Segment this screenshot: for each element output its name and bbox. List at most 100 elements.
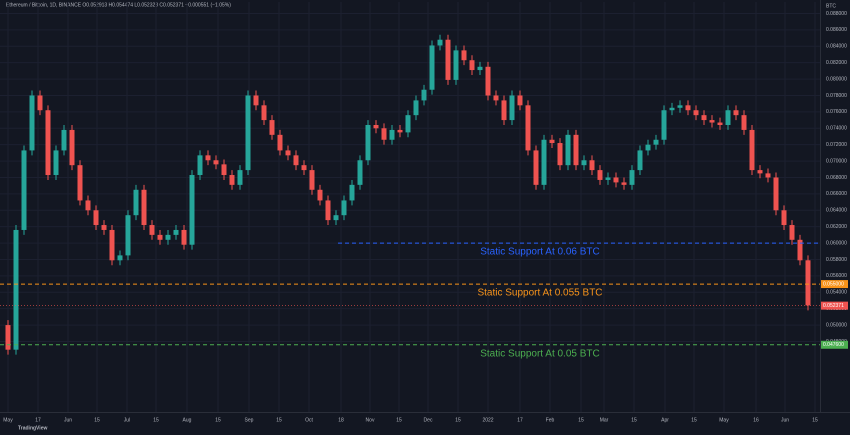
candle-body: [157, 234, 163, 240]
candle-body: [301, 165, 307, 171]
candle-body: [749, 129, 755, 171]
candle-body: [741, 115, 747, 130]
candle-body: [717, 122, 723, 125]
x-tick-label: Jun: [781, 417, 789, 423]
y-tick-label: 0.058000: [826, 257, 847, 263]
support-annotation: Static Support At 0.05 BTC: [480, 348, 600, 359]
y-tick-label: 0.050000: [826, 322, 847, 328]
candle-body: [77, 165, 83, 201]
candle-body: [237, 170, 243, 185]
y-tick-label: 0.082000: [826, 60, 847, 66]
support-annotation: Static Support At 0.06 BTC: [480, 247, 600, 258]
price-unit: BTC: [826, 3, 836, 9]
candle-body: [309, 170, 315, 190]
axes: 0.0480000.0500000.0520000.0540000.056000…: [3, 11, 848, 423]
candle-body: [365, 125, 371, 161]
candle-body: [173, 229, 179, 235]
candle-body: [69, 129, 75, 166]
candle-body: [613, 177, 619, 183]
y-tick-label: 0.084000: [826, 44, 847, 50]
x-tick-label: 15: [153, 417, 159, 423]
candle-body: [541, 139, 547, 185]
candle-body: [165, 234, 171, 240]
x-tick-label: May: [3, 417, 13, 423]
x-tick-label: 18: [338, 417, 344, 423]
candle-body: [381, 128, 387, 140]
candle-body: [29, 95, 35, 151]
candle-body: [405, 115, 411, 133]
candle-body: [669, 107, 675, 111]
y-tick-label: 0.062000: [826, 224, 847, 230]
x-tick-label: 15: [631, 417, 637, 423]
candle-body: [125, 215, 131, 256]
x-tick-label: Apr: [661, 417, 669, 423]
y-tick-label: 0.072000: [826, 142, 847, 148]
candle-body: [693, 110, 699, 116]
x-tick-label: Jun: [64, 417, 72, 423]
candle-body: [597, 170, 603, 180]
candle-body: [461, 50, 467, 61]
x-tick-label: Dec: [424, 417, 433, 423]
candle-body: [549, 139, 555, 144]
x-tick-label: Feb: [546, 417, 555, 423]
candle-body: [109, 229, 115, 261]
candle-body: [397, 129, 403, 133]
candle-body: [429, 45, 435, 90]
candle-body: [725, 110, 731, 125]
candle-body: [493, 95, 499, 101]
y-tick-label: 0.076000: [826, 109, 847, 115]
candle-body: [701, 115, 707, 121]
candle-body: [709, 120, 715, 123]
candle-body: [645, 144, 651, 151]
x-tick-label: 17: [35, 417, 41, 423]
plot: Static Support At 0.06 BTC Static Support…: [0, 34, 820, 359]
candle-body: [629, 170, 635, 185]
candle-body: [333, 215, 339, 221]
y-tick-label: 0.086000: [826, 27, 847, 33]
logo: TradingView: [18, 425, 47, 431]
candle-body: [341, 200, 347, 216]
y-tick-label: 0.088000: [826, 11, 847, 17]
price-tag: [821, 340, 848, 349]
candle-body: [453, 50, 459, 80]
candle-body: [797, 239, 803, 261]
candle-body: [197, 155, 203, 176]
candle-body: [581, 160, 587, 166]
x-tick-label: Aug: [183, 417, 192, 423]
candle-body: [533, 150, 539, 185]
candle-body: [253, 95, 259, 106]
y-tick-label: 0.066000: [826, 191, 847, 197]
x-tick-label: 15: [396, 417, 402, 423]
candle-body: [13, 229, 19, 350]
x-tick-label: 17: [517, 417, 523, 423]
support-annotation: Static Support At 0.055 BTC: [477, 288, 602, 299]
candle-body: [373, 125, 379, 129]
candle-body: [349, 184, 355, 201]
candle-body: [661, 110, 667, 140]
grid: [0, 2, 820, 412]
x-tick-label: Oct: [305, 417, 313, 423]
candle-body: [477, 66, 483, 71]
candle-body: [421, 89, 427, 101]
candle-body: [605, 177, 611, 180]
candle-body: [133, 189, 139, 216]
y-tick-label: 0.060000: [826, 240, 847, 246]
candle-body: [805, 260, 811, 306]
y-tick-label: 0.068000: [826, 175, 847, 181]
candle-body: [229, 175, 235, 185]
candle-body: [565, 134, 571, 166]
y-tick-label: 0.070000: [826, 158, 847, 164]
candle-body: [677, 105, 683, 108]
x-tick-label: 15: [812, 417, 818, 423]
y-tick-label: 0.056000: [826, 273, 847, 279]
candle-body: [517, 95, 523, 106]
candle-body: [485, 66, 491, 96]
price-tag: [821, 280, 848, 289]
candle-body: [589, 160, 595, 171]
candle-body: [621, 182, 627, 185]
x-tick-label: Nov: [366, 417, 375, 423]
candle-body: [205, 155, 211, 161]
candle-body: [53, 150, 59, 176]
candle-body: [149, 225, 155, 235]
candle-body: [317, 189, 323, 201]
